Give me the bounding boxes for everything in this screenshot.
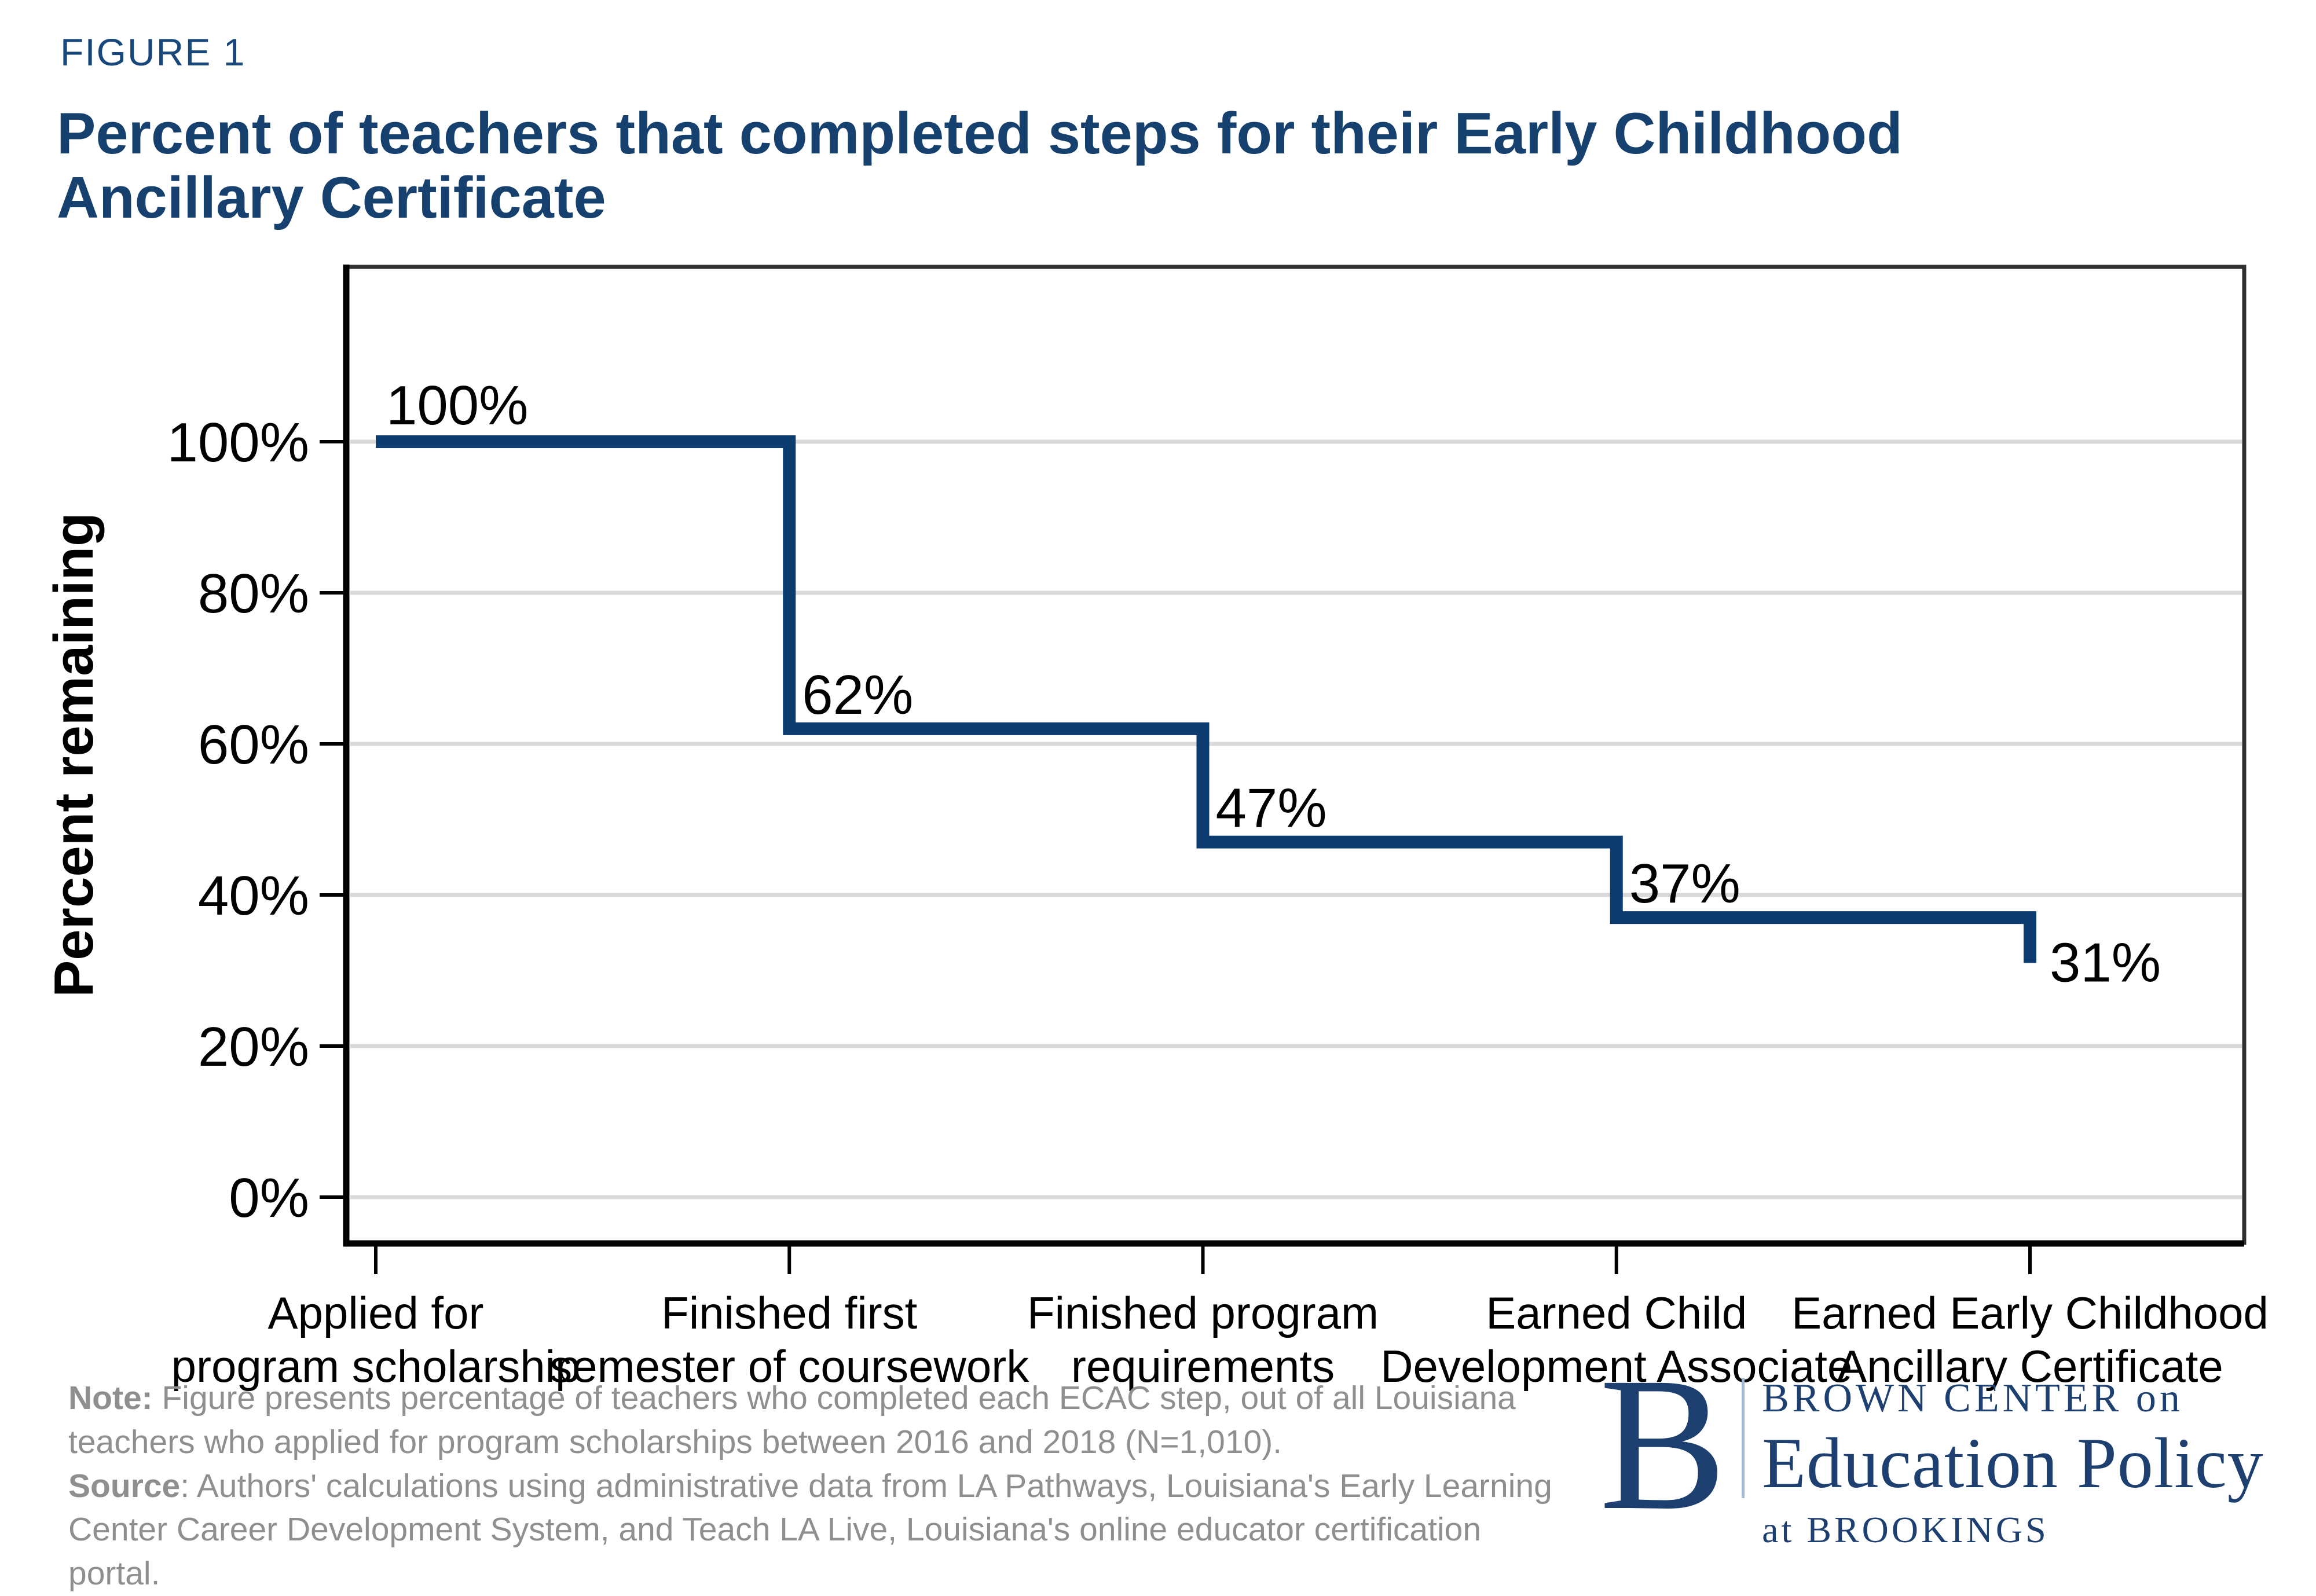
source-body: : Authors' calculations using administra… (68, 1467, 1552, 1593)
note-text: Note: Figure presents percentage of teac… (68, 1377, 1574, 1465)
note-label: Note: (68, 1379, 153, 1417)
data-label: 100% (386, 375, 529, 436)
x-category-label: Earned Early Childhood Ancillary Certific… (1791, 1287, 2269, 1392)
y-tick-label: 0% (229, 1167, 309, 1229)
data-label: 31% (2050, 931, 2161, 993)
y-tick-label: 20% (198, 1016, 309, 1078)
y-axis-title: Percent remaining (43, 512, 105, 997)
x-category-label: Earned Child Development Associate (1380, 1287, 1852, 1392)
step-chart: 0% 20% 40% 60% 80% 100% Applied for program sch… (43, 265, 2269, 1392)
chart-title: Percent of teachers that completed steps… (57, 101, 1903, 231)
brookings-b-mark: B (1599, 1338, 1727, 1550)
logo-brown-center: BROWN CENTER on (1762, 1376, 2183, 1421)
source-label: Source (68, 1467, 181, 1505)
y-tick-label: 80% (198, 563, 309, 625)
brookings-logo: B BROWN CENTER on Education Policy at BR… (1599, 1338, 2264, 1551)
data-label: 62% (802, 664, 913, 726)
x-category-label: Finished first semester of coursework (549, 1287, 1029, 1392)
y-tick-label: 100% (167, 412, 309, 474)
data-label: 47% (1216, 777, 1327, 839)
step-line (376, 435, 2036, 963)
y-tick-label: 40% (198, 865, 309, 927)
logo-divider (1742, 1378, 1745, 1498)
logo-at-brookings: at BROOKINGS (1762, 1509, 2049, 1550)
figure-label: FIGURE 1 (60, 31, 246, 74)
source-text: Source: Authors' calculations using admi… (68, 1465, 1574, 1596)
y-tick-label: 60% (198, 714, 309, 776)
logo-wordmark: BROWN CENTER on Education Policy at BROO… (1762, 1370, 2264, 1551)
x-category-label: Finished program requirements (1027, 1287, 1379, 1392)
x-category-label: Applied for program scholarship (171, 1287, 581, 1392)
note-source-block: Note: Figure presents percentage of teac… (68, 1377, 1574, 1596)
logo-education-policy: Education Policy (1762, 1423, 2264, 1503)
plot-border (345, 265, 2247, 1245)
data-label: 37% (1629, 853, 1740, 915)
note-body: Figure presents percentage of teachers w… (68, 1379, 1516, 1461)
